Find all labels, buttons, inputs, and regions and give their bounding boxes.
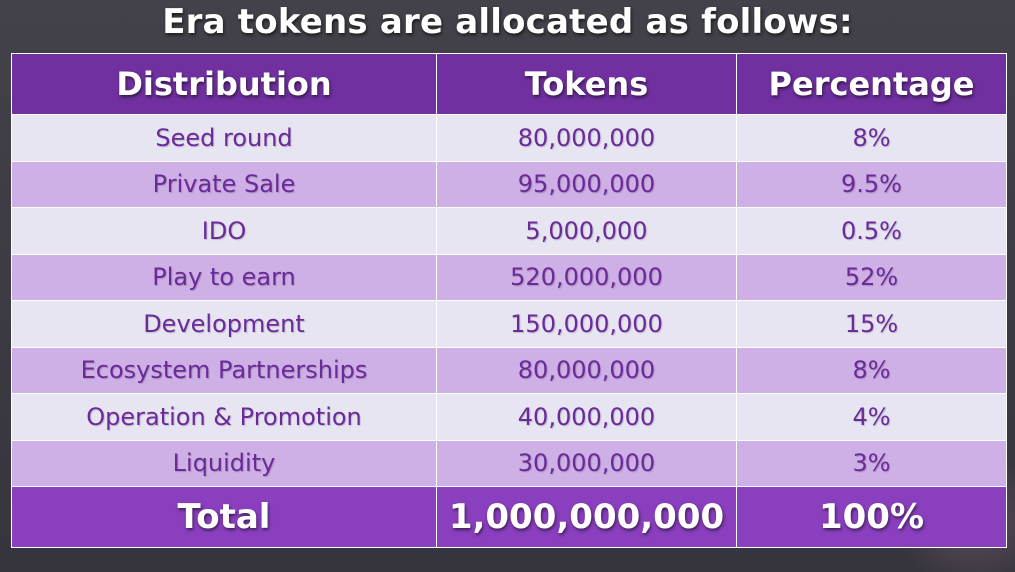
cell-distribution: IDO — [11, 207, 437, 255]
cell-tokens: 80,000,000 — [436, 114, 737, 162]
cell-percentage: 4% — [736, 393, 1007, 441]
cell-tokens: 40,000,000 — [436, 393, 737, 441]
cell-percentage: 8% — [736, 346, 1007, 394]
cell-distribution: Ecosystem Partnerships — [11, 346, 437, 394]
table-row: Play to earn 520,000,000 52% — [11, 253, 1007, 301]
total-row: Total 1,000,000,000 100% — [11, 486, 1007, 548]
cell-tokens: 5,000,000 — [436, 207, 737, 255]
cell-distribution: Development — [11, 300, 437, 348]
table-row: Liquidity 30,000,000 3% — [11, 439, 1007, 487]
cell-tokens: 150,000,000 — [436, 300, 737, 348]
column-header-percentage: Percentage — [736, 53, 1007, 115]
table-row: Private Sale 95,000,000 9.5% — [11, 160, 1007, 208]
cell-percentage: 52% — [736, 253, 1007, 301]
table-row: Operation & Promotion 40,000,000 4% — [11, 393, 1007, 441]
table-row: IDO 5,000,000 0.5% — [11, 207, 1007, 255]
cell-tokens: 520,000,000 — [436, 253, 737, 301]
table-row: Ecosystem Partnerships 80,000,000 8% — [11, 346, 1007, 394]
column-header-tokens: Tokens — [436, 53, 737, 115]
cell-percentage: 3% — [736, 439, 1007, 487]
total-label: Total — [11, 486, 437, 548]
allocation-table: Distribution Tokens Percentage Seed roun… — [11, 53, 1007, 548]
cell-distribution: Operation & Promotion — [11, 393, 437, 441]
cell-percentage: 9.5% — [736, 160, 1007, 208]
page-title: Era tokens are allocated as follows: — [162, 2, 853, 42]
table-header-row: Distribution Tokens Percentage — [11, 53, 1007, 115]
cell-percentage: 0.5% — [736, 207, 1007, 255]
table-body: Seed round 80,000,000 8% Private Sale 95… — [11, 114, 1007, 487]
table-row: Seed round 80,000,000 8% — [11, 114, 1007, 162]
total-percentage: 100% — [736, 486, 1007, 548]
cell-tokens: 80,000,000 — [436, 346, 737, 394]
column-header-distribution: Distribution — [11, 53, 437, 115]
cell-percentage: 8% — [736, 114, 1007, 162]
cell-distribution: Seed round — [11, 114, 437, 162]
cell-tokens: 30,000,000 — [436, 439, 737, 487]
cell-distribution: Liquidity — [11, 439, 437, 487]
table-row: Development 150,000,000 15% — [11, 300, 1007, 348]
cell-distribution: Play to earn — [11, 253, 437, 301]
cell-tokens: 95,000,000 — [436, 160, 737, 208]
cell-distribution: Private Sale — [11, 160, 437, 208]
total-tokens: 1,000,000,000 — [436, 486, 737, 548]
cell-percentage: 15% — [736, 300, 1007, 348]
